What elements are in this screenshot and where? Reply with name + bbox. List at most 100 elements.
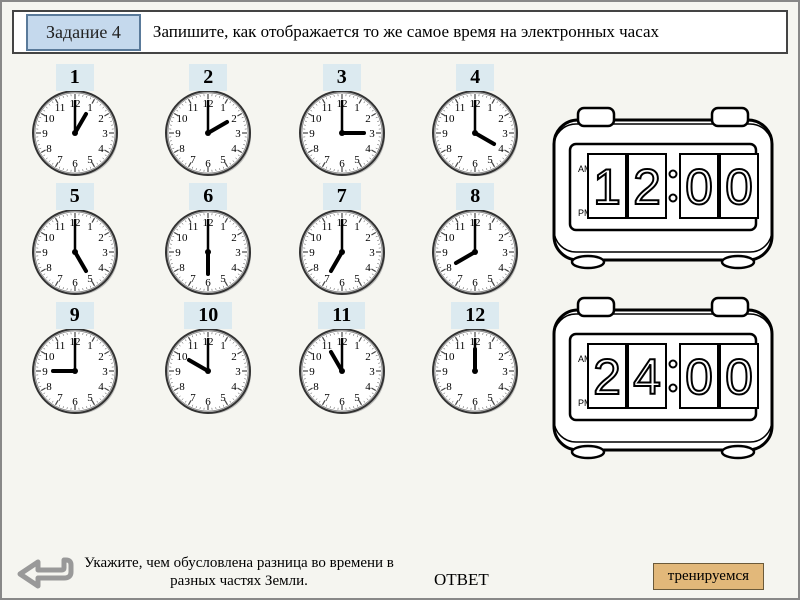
svg-text:10: 10 [444,232,456,244]
svg-text:3: 3 [503,128,509,140]
back-arrow-icon[interactable] [16,550,76,590]
clock-cell-8[interactable]: 8 123456789101112 [413,183,539,298]
svg-text:7: 7 [324,154,330,166]
svg-text:10: 10 [310,232,322,244]
clock-number-badge: 6 [189,183,227,210]
bottom-question: Укажите, чем обусловлена разница во врем… [84,554,394,590]
svg-text:4: 4 [633,349,661,405]
svg-text:4: 4 [365,262,371,274]
clock-number-badge: 9 [56,302,94,329]
clock-number-badge: 5 [56,183,94,210]
svg-text:5: 5 [354,273,360,285]
svg-text:2: 2 [231,113,237,125]
analog-clock-icon: 123456789101112 [29,325,121,417]
clock-number-badge: 8 [456,183,494,210]
svg-text:1: 1 [488,340,494,352]
svg-text:5: 5 [221,154,227,166]
svg-text:4: 4 [231,262,237,274]
svg-text:5: 5 [221,273,227,285]
svg-text:11: 11 [455,102,466,114]
svg-text:1: 1 [221,221,227,233]
clock-number-badge: 7 [323,183,361,210]
svg-text:3: 3 [503,247,509,259]
svg-text:3: 3 [369,247,375,259]
analog-clock-icon: 123456789101112 [162,87,254,179]
clock-cell-9[interactable]: 9 123456789101112 [12,302,138,417]
clock-number-badge: 3 [323,64,361,91]
svg-text:6: 6 [206,396,212,408]
svg-text:9: 9 [176,366,182,378]
svg-text:5: 5 [87,273,93,285]
task-badge: Задание 4 [26,14,141,51]
svg-text:10: 10 [177,232,189,244]
svg-text:0: 0 [725,159,753,215]
svg-text:3: 3 [236,247,242,259]
svg-text:6: 6 [72,158,78,170]
svg-text:1: 1 [221,340,227,352]
svg-text:8: 8 [313,381,319,393]
clock-cell-4[interactable]: 4 123456789101112 [413,64,539,179]
svg-text:4: 4 [98,381,104,393]
clock-cell-12[interactable]: 12 123456789101112 [413,302,539,417]
analog-clock-icon: 123456789101112 [162,325,254,417]
svg-text:10: 10 [177,351,189,363]
svg-text:11: 11 [54,221,65,233]
svg-text:11: 11 [321,221,332,233]
svg-text:1: 1 [593,159,621,215]
clock-number-badge: 4 [456,64,494,91]
clock-number-badge: 1 [56,64,94,91]
svg-text:11: 11 [54,340,65,352]
digital-clock-1: AM PM 1 2 0 0 [548,104,778,274]
answer-label[interactable]: ОТВЕТ [434,570,489,590]
svg-text:5: 5 [354,154,360,166]
instruction-text: Запишите, как отображается то же самое в… [153,22,786,42]
analog-clock-icon: 123456789101112 [296,325,388,417]
svg-text:1: 1 [488,102,494,114]
clock-cell-6[interactable]: 6 123456789101112 [146,183,272,298]
svg-text:7: 7 [324,273,330,285]
svg-text:3: 3 [102,247,108,259]
header-bar: Задание 4 Запишите, как отображается то … [12,10,788,54]
svg-text:9: 9 [309,247,315,259]
clock-cell-1[interactable]: 1 123456789101112 [12,64,138,179]
svg-text:7: 7 [57,154,63,166]
train-button[interactable]: тренируемся [653,563,764,590]
svg-text:8: 8 [180,262,186,274]
svg-text:6: 6 [339,277,345,289]
svg-text:6: 6 [339,158,345,170]
svg-text:1: 1 [87,102,93,114]
svg-text:9: 9 [42,128,48,140]
svg-text:0: 0 [685,349,713,405]
clock-cell-5[interactable]: 5 123456789101112 [12,183,138,298]
analog-clock-icon: 123456789101112 [162,206,254,298]
svg-text:4: 4 [498,143,504,155]
svg-text:9: 9 [42,366,48,378]
svg-text:7: 7 [191,154,197,166]
svg-text:7: 7 [191,392,197,404]
svg-text:11: 11 [54,102,65,114]
svg-text:11: 11 [455,221,466,233]
svg-text:4: 4 [498,262,504,274]
svg-text:6: 6 [72,277,78,289]
svg-text:10: 10 [43,351,55,363]
svg-text:8: 8 [447,381,453,393]
svg-text:9: 9 [443,247,449,259]
svg-text:2: 2 [365,351,371,363]
clock-cell-3[interactable]: 3 123456789101112 [279,64,405,179]
svg-text:5: 5 [354,392,360,404]
clock-cell-7[interactable]: 7 123456789101112 [279,183,405,298]
clock-cell-11[interactable]: 11 123456789101112 [279,302,405,417]
clock-cell-10[interactable]: 10 123456789101112 [146,302,272,417]
footer: Укажите, чем обусловлена разница во врем… [2,550,798,590]
clock-number-badge: 12 [451,302,499,329]
svg-text:6: 6 [473,158,479,170]
svg-text:1: 1 [221,102,227,114]
svg-text:5: 5 [488,273,494,285]
svg-text:10: 10 [43,113,55,125]
clock-number-badge: 10 [184,302,232,329]
svg-text:11: 11 [455,340,466,352]
svg-text:10: 10 [310,351,322,363]
clock-cell-2[interactable]: 2 123456789101112 [146,64,272,179]
svg-text:3: 3 [369,128,375,140]
svg-text:9: 9 [309,366,315,378]
